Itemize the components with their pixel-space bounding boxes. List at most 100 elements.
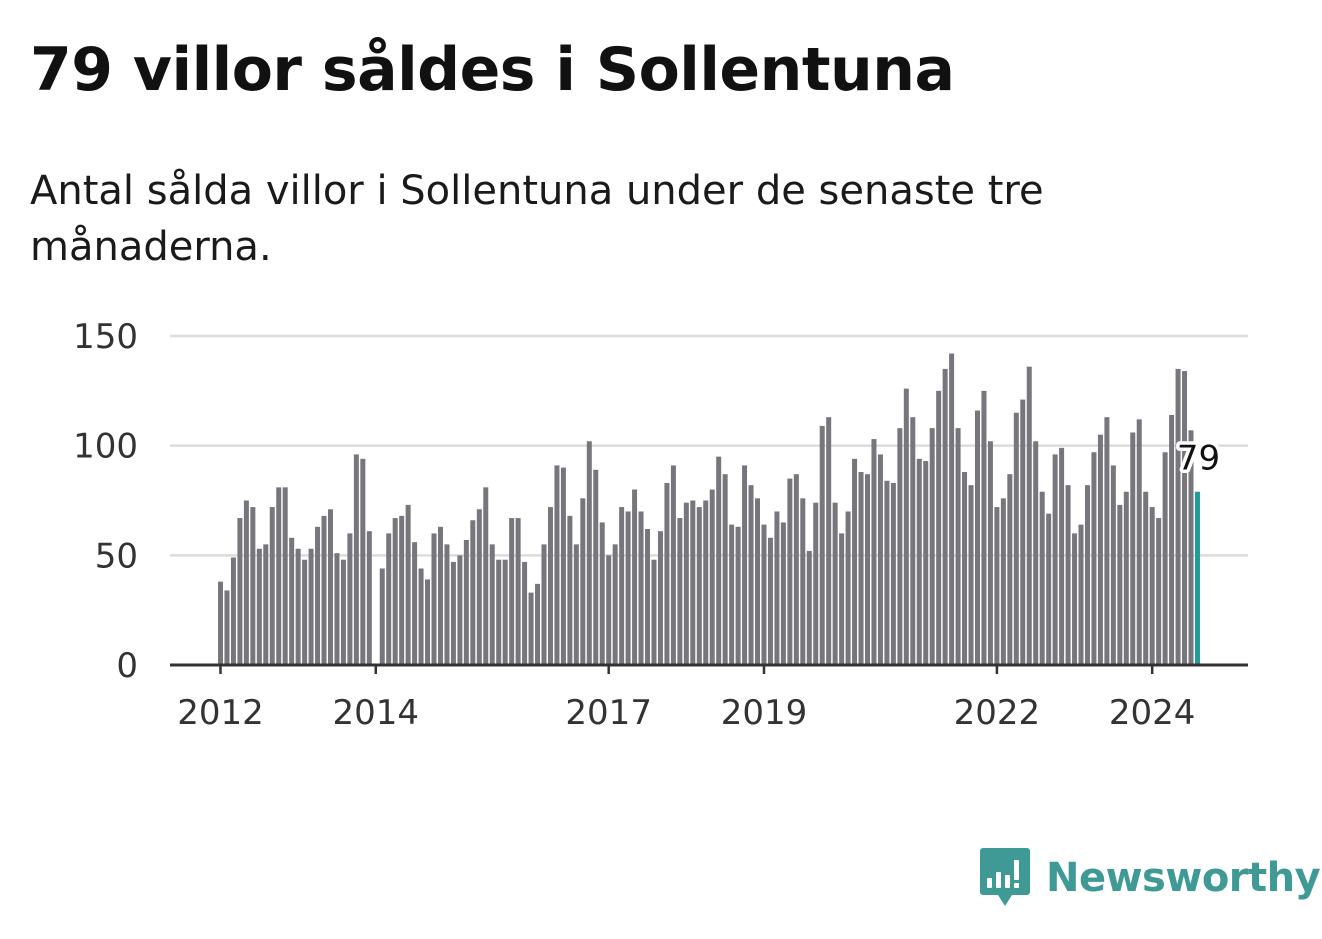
- x-tick-label-2017: 2017: [565, 693, 652, 733]
- bar-89: [793, 474, 799, 665]
- bar-26: [386, 533, 392, 665]
- bar-6: [256, 548, 262, 665]
- bar-126: [1033, 441, 1039, 665]
- bar-147: [1169, 414, 1175, 665]
- bar-148: [1175, 368, 1181, 665]
- bar-37: [457, 555, 463, 665]
- bar-16: [321, 515, 327, 665]
- bar-142: [1136, 419, 1142, 665]
- bar-78: [722, 474, 728, 665]
- bar-27: [392, 518, 398, 665]
- bar-9: [276, 487, 282, 665]
- bar-135: [1091, 452, 1097, 665]
- bar-138: [1110, 465, 1116, 665]
- bar-76: [709, 489, 715, 665]
- bar-25: [379, 568, 385, 665]
- bar-86: [774, 511, 780, 665]
- y-tick-label-0: 0: [116, 646, 138, 686]
- bar-17: [327, 509, 333, 665]
- bar-32: [425, 579, 431, 665]
- bar-60: [606, 555, 612, 665]
- bar-15: [315, 526, 321, 665]
- bar-85: [767, 537, 773, 665]
- x-tick-label-2019: 2019: [721, 693, 808, 733]
- bar-96: [839, 533, 845, 665]
- brand-logo: Newsworthy: [980, 848, 1321, 908]
- bar-52: [554, 465, 560, 665]
- bar-42: [489, 544, 495, 665]
- bar-2: [230, 557, 236, 665]
- brand-name: Newsworthy: [1046, 855, 1321, 901]
- bar-74: [696, 507, 702, 665]
- bar-49: [535, 583, 541, 665]
- bar-146: [1162, 452, 1168, 665]
- x-tick-label-2014: 2014: [333, 693, 420, 733]
- bar-103: [884, 480, 890, 665]
- bar-101: [871, 439, 877, 665]
- chart-title: 79 villor såldes i Sollentuna: [30, 35, 955, 105]
- bar-118: [981, 390, 987, 665]
- bar-35: [444, 544, 450, 665]
- bar-108: [916, 458, 922, 665]
- bar-69: [664, 482, 670, 665]
- bar-99: [858, 471, 864, 665]
- bar-117: [974, 410, 980, 665]
- bar-53: [560, 467, 566, 665]
- bar-136: [1097, 434, 1103, 665]
- bar-134: [1084, 485, 1090, 665]
- bar-45: [509, 518, 515, 665]
- bar-77: [716, 456, 722, 665]
- bar-116: [968, 485, 974, 665]
- bar-104: [890, 482, 896, 665]
- bar-83: [755, 498, 761, 665]
- bar-120: [994, 507, 1000, 665]
- x-tick-label-2012: 2012: [177, 693, 264, 733]
- bar-119: [987, 441, 993, 665]
- bar-84: [761, 524, 767, 665]
- bar-38: [463, 539, 469, 665]
- bar-61: [612, 544, 618, 665]
- value-labels: 79: [1173, 435, 1223, 482]
- bar-29: [405, 504, 411, 665]
- y-tick-label-150: 150: [73, 317, 138, 357]
- x-tick-label-2024: 2024: [1109, 693, 1196, 733]
- bar-91: [806, 550, 812, 665]
- bar-92: [813, 502, 819, 665]
- bar-149: [1182, 371, 1188, 665]
- bar-112: [942, 368, 948, 665]
- bar-111: [936, 390, 942, 665]
- bar-13: [302, 559, 308, 665]
- bar-72: [683, 502, 689, 665]
- x-axis-ticks: 2012 2014 2017 2019 2022 2024: [177, 665, 1195, 733]
- x-tick-label-2022: 2022: [954, 693, 1041, 733]
- bars: [218, 353, 1200, 665]
- bar-10: [282, 487, 288, 665]
- bar-130: [1059, 447, 1065, 665]
- bar-12: [295, 548, 301, 665]
- bar-88: [787, 478, 793, 665]
- bar-47: [522, 561, 528, 665]
- bar-4: [243, 500, 249, 665]
- bar-55: [573, 544, 579, 665]
- bar-39: [470, 520, 476, 665]
- bar-66: [645, 529, 651, 665]
- bar-64: [632, 489, 638, 665]
- bar-8: [269, 507, 275, 665]
- bar-40: [476, 509, 482, 665]
- bar-114: [955, 428, 961, 665]
- bar-43: [496, 559, 502, 665]
- bar-21: [353, 454, 359, 665]
- bar-87: [780, 522, 786, 665]
- bar-137: [1104, 417, 1110, 665]
- bar-123: [1013, 412, 1019, 665]
- bar-122: [1007, 474, 1013, 665]
- bar-110: [929, 428, 935, 665]
- bar-132: [1072, 533, 1078, 665]
- y-axis-ticks: 0 50 100 150: [73, 317, 138, 686]
- bar-82: [748, 485, 754, 665]
- bar-107: [910, 417, 916, 665]
- bar-chart-icon: [980, 848, 1030, 906]
- bar-0: [218, 581, 223, 665]
- bar-106: [903, 388, 909, 665]
- bar-56: [580, 498, 586, 665]
